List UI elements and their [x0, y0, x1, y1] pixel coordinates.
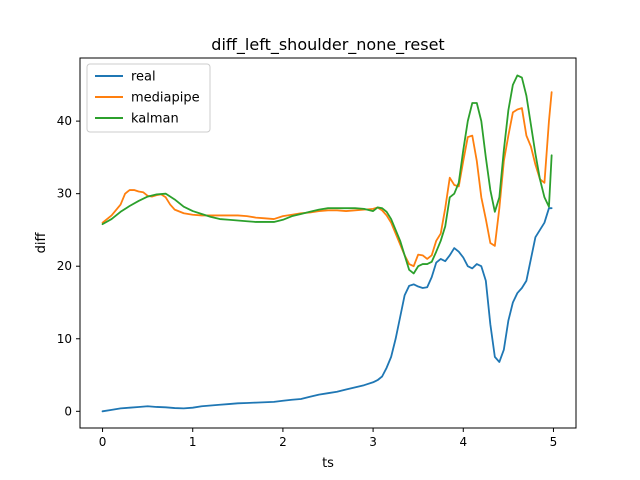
series-line-mediapipe	[101, 91, 553, 268]
y-tick-label: 40	[57, 114, 72, 128]
x-tick-label: 1	[189, 435, 197, 449]
x-tick-label: 2	[279, 435, 287, 449]
legend-label-mediapipe: mediapipe	[131, 91, 200, 106]
y-tick-label: 20	[57, 259, 72, 273]
y-tick-label: 30	[57, 187, 72, 201]
x-axis-label: ts	[322, 456, 334, 471]
series-line-real	[101, 207, 553, 413]
y-axis-label: diff	[34, 232, 49, 254]
legend-label-kalman: kalman	[131, 112, 179, 127]
series-layer	[101, 74, 553, 413]
legend-box	[86, 63, 211, 133]
y-tick-label: 0	[64, 404, 72, 418]
x-tick-label: 0	[99, 435, 107, 449]
chart-title: diff_left_shoulder_none_reset	[211, 35, 444, 55]
legend: real mediapipe kalman	[86, 63, 211, 133]
x-tick-label: 5	[550, 435, 558, 449]
plot-frame	[79, 57, 577, 429]
y-tick-label: 10	[57, 332, 72, 346]
x-tick-label: 4	[459, 435, 467, 449]
legend-label-real: real	[131, 70, 156, 85]
x-tick-label: 3	[369, 435, 377, 449]
y-axis-ticks: 0 10 20 30 40	[57, 114, 80, 418]
x-axis-ticks: 0 1 2 3 4 5	[99, 428, 558, 449]
series-line-kalman	[101, 74, 553, 275]
